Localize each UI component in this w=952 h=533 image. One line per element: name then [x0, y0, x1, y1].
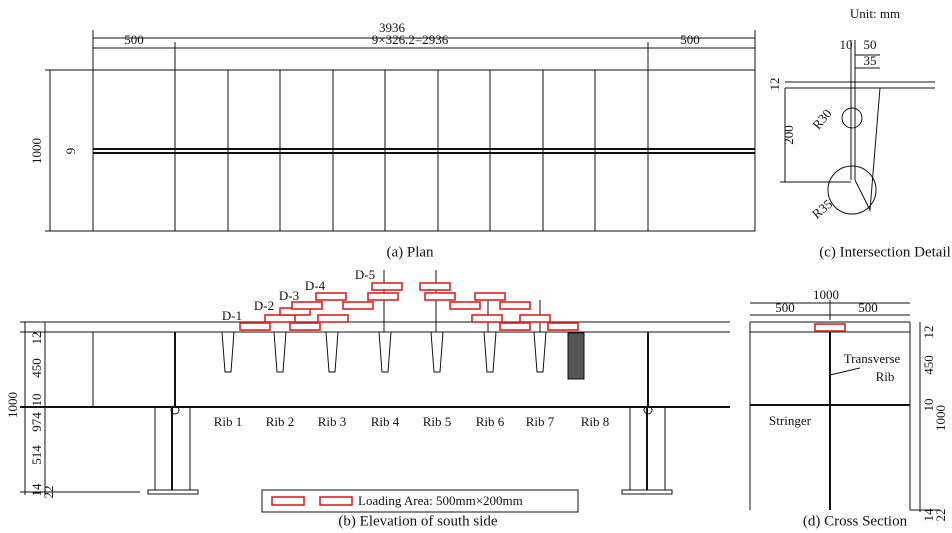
dimension: 22 — [933, 509, 948, 522]
rib-label: Rib 2 — [266, 414, 295, 429]
dimension: 12 — [921, 326, 936, 339]
rib-label: Rib 4 — [371, 414, 400, 429]
detail: Unit: mm 10 50 35 12 R30 200 R35 (c) Int… — [767, 6, 951, 260]
load-label: D-5 — [355, 267, 375, 282]
dimension: 1000 — [5, 392, 20, 418]
dimension: 1000 — [813, 287, 839, 302]
dimension: 974 — [29, 412, 44, 432]
dimension: 514 — [29, 445, 44, 465]
dimension: 10 — [29, 394, 44, 407]
dimension: 450 — [29, 358, 44, 378]
label: Stringer — [769, 413, 812, 428]
dimension: 12 — [29, 332, 44, 345]
dimension: 500 — [858, 300, 878, 315]
dimension: 500 — [680, 32, 700, 47]
plan-outline — [93, 70, 755, 231]
dimension: 9 — [63, 148, 78, 155]
dimension: 450 — [921, 355, 936, 375]
dimension: 12 — [767, 78, 782, 91]
caption: (b) Elevation of south side — [338, 513, 497, 529]
dimension: 1000 — [933, 405, 948, 431]
rib-label: Rib 6 — [476, 414, 505, 429]
dimension: 22 — [41, 486, 56, 499]
dimension: 35 — [864, 53, 877, 68]
dimension: 9×326.2=2936 — [372, 32, 449, 47]
section: 1000 500 500 Transverse Rib Stringer 12 … — [750, 287, 948, 529]
rib-label: Rib 5 — [423, 414, 452, 429]
ribs — [175, 70, 648, 231]
rib-label: Rib 1 — [214, 414, 243, 429]
rib-label: Rib 8 — [581, 414, 610, 429]
dimension: 10 — [840, 37, 853, 52]
load-label: D-4 — [305, 278, 326, 293]
legend-label: Loading Area: 500mm×200mm — [358, 493, 523, 508]
caption: (a) Plan — [386, 244, 434, 260]
plan: 3936 500 9×326.2=2936 500 1000 9 (a) Pla… — [29, 20, 755, 260]
rib-label: Rib 3 — [318, 414, 347, 429]
rib-label: Rib 7 — [526, 414, 555, 429]
elevation: D-1 D-2 D-3 D-4 D-5 Rib 1 Rib 2 Rib 3 Ri… — [5, 267, 730, 529]
dimension: 500 — [124, 32, 144, 47]
dimension: 200 — [781, 125, 796, 145]
load-label: D-2 — [254, 298, 274, 313]
dimension: 500 — [775, 300, 795, 315]
load-label: D-1 — [222, 308, 242, 323]
dimension: 50 — [864, 37, 877, 52]
drawing: 3936 500 9×326.2=2936 500 1000 9 (a) Pla… — [0, 0, 952, 533]
rib-shapes — [222, 332, 546, 372]
dimension: R35 — [809, 196, 835, 221]
label: Transverse — [844, 351, 901, 366]
caption: (c) Intersection Detail — [819, 244, 951, 260]
load-label: D-3 — [279, 288, 299, 303]
dimension: R30 — [809, 106, 834, 132]
label: Rib — [876, 369, 895, 384]
caption: (d) Cross Section — [803, 513, 908, 529]
unit: Unit: mm — [850, 6, 900, 21]
dimension: 1000 — [29, 138, 44, 164]
